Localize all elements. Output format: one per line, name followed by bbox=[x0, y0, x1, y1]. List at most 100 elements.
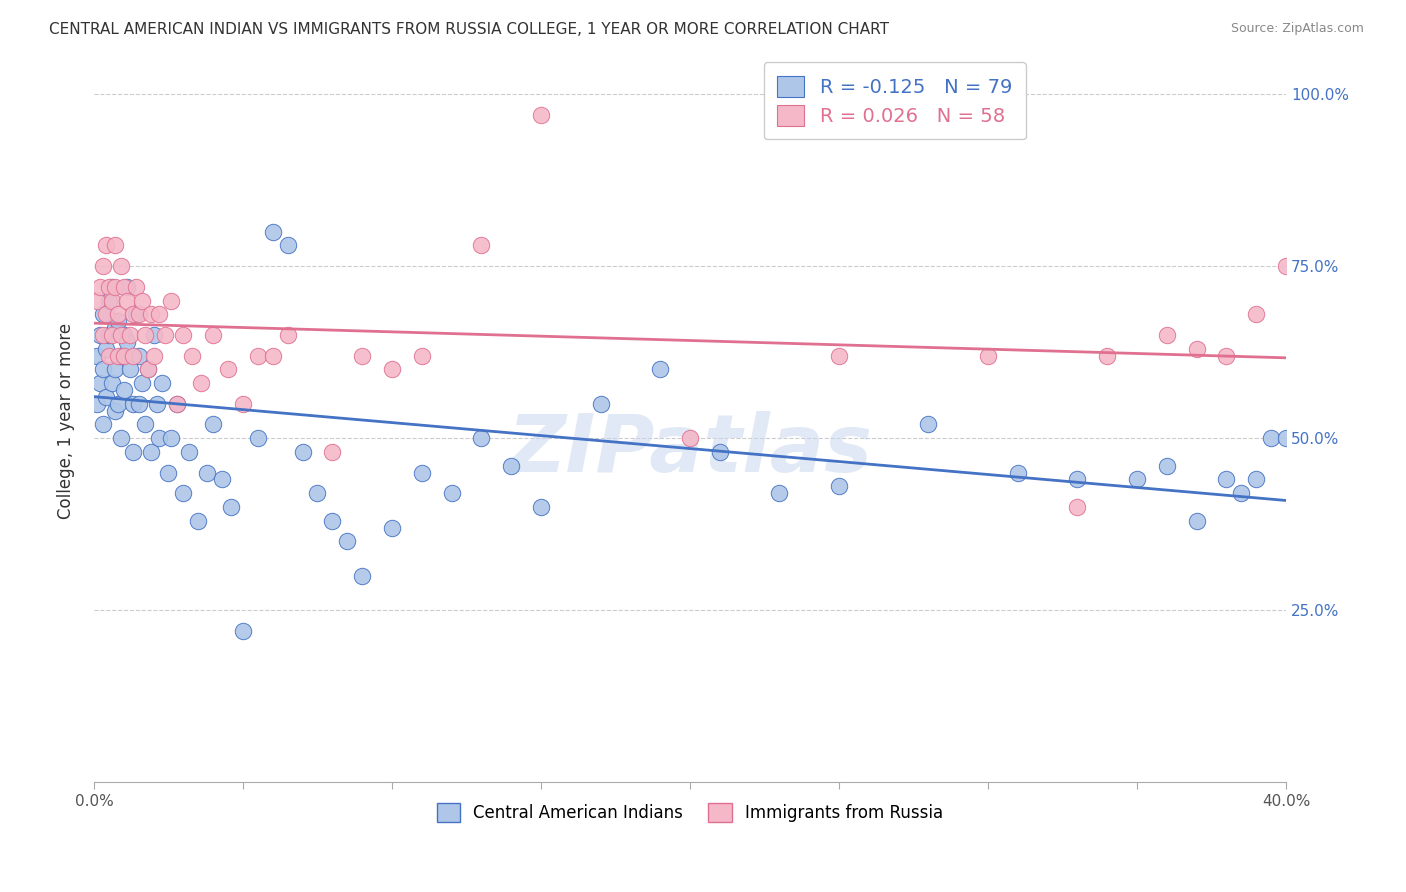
Point bbox=[89, 279, 111, 293]
Point bbox=[650, 362, 672, 376]
Point bbox=[104, 362, 127, 376]
Point bbox=[202, 417, 225, 432]
Point bbox=[1215, 473, 1237, 487]
Text: Source: ZipAtlas.com: Source: ZipAtlas.com bbox=[1230, 22, 1364, 36]
Point bbox=[246, 349, 269, 363]
Point bbox=[232, 397, 254, 411]
Point bbox=[97, 293, 120, 308]
Legend: Central American Indians, Immigrants from Russia: Central American Indians, Immigrants fro… bbox=[423, 790, 956, 836]
Point bbox=[89, 376, 111, 391]
Point bbox=[155, 327, 177, 342]
Point bbox=[352, 349, 374, 363]
Point bbox=[91, 362, 114, 376]
Point bbox=[307, 486, 329, 500]
Point bbox=[115, 334, 138, 349]
Point bbox=[112, 349, 135, 363]
Point bbox=[134, 327, 156, 342]
Point bbox=[1095, 349, 1118, 363]
Point bbox=[1215, 349, 1237, 363]
Point bbox=[195, 466, 218, 480]
Point bbox=[101, 376, 124, 391]
Point bbox=[104, 403, 127, 417]
Text: ZIPatlas: ZIPatlas bbox=[508, 411, 873, 489]
Point bbox=[104, 279, 127, 293]
Point bbox=[131, 376, 153, 391]
Point bbox=[112, 383, 135, 397]
Point bbox=[142, 349, 165, 363]
Text: CENTRAL AMERICAN INDIAN VS IMMIGRANTS FROM RUSSIA COLLEGE, 1 YEAR OR MORE CORREL: CENTRAL AMERICAN INDIAN VS IMMIGRANTS FR… bbox=[49, 22, 889, 37]
Point bbox=[89, 327, 111, 342]
Point bbox=[86, 293, 108, 308]
Point bbox=[91, 417, 114, 432]
Point bbox=[101, 279, 124, 293]
Point bbox=[91, 307, 114, 321]
Point bbox=[679, 431, 702, 445]
Point bbox=[142, 327, 165, 342]
Point bbox=[148, 431, 170, 445]
Point bbox=[166, 397, 188, 411]
Point bbox=[1066, 500, 1088, 514]
Point bbox=[202, 327, 225, 342]
Point bbox=[917, 417, 939, 432]
Point bbox=[136, 362, 159, 376]
Point bbox=[160, 431, 183, 445]
Point bbox=[136, 362, 159, 376]
Point bbox=[1156, 458, 1178, 473]
Point bbox=[589, 397, 612, 411]
Point bbox=[277, 327, 299, 342]
Point bbox=[530, 500, 553, 514]
Point bbox=[160, 293, 183, 308]
Point bbox=[110, 431, 132, 445]
Point bbox=[190, 376, 212, 391]
Point bbox=[91, 259, 114, 273]
Point bbox=[121, 397, 143, 411]
Point bbox=[219, 500, 242, 514]
Point bbox=[217, 362, 239, 376]
Point bbox=[1126, 473, 1149, 487]
Point bbox=[110, 327, 132, 342]
Point bbox=[139, 307, 162, 321]
Point bbox=[411, 466, 433, 480]
Point bbox=[828, 349, 851, 363]
Point bbox=[381, 362, 404, 376]
Point bbox=[121, 445, 143, 459]
Point bbox=[118, 362, 141, 376]
Point bbox=[104, 321, 127, 335]
Point bbox=[107, 397, 129, 411]
Point bbox=[94, 307, 117, 321]
Point bbox=[112, 279, 135, 293]
Point bbox=[172, 486, 194, 500]
Point bbox=[232, 624, 254, 638]
Point bbox=[501, 458, 523, 473]
Point bbox=[94, 342, 117, 356]
Point bbox=[211, 473, 233, 487]
Point bbox=[1275, 431, 1298, 445]
Point bbox=[94, 238, 117, 252]
Point bbox=[110, 349, 132, 363]
Point bbox=[709, 445, 731, 459]
Point bbox=[128, 307, 150, 321]
Y-axis label: College, 1 year or more: College, 1 year or more bbox=[58, 323, 75, 519]
Point bbox=[262, 349, 284, 363]
Point bbox=[246, 431, 269, 445]
Point bbox=[121, 307, 143, 321]
Point bbox=[112, 327, 135, 342]
Point bbox=[86, 397, 108, 411]
Point bbox=[1244, 473, 1267, 487]
Point bbox=[101, 327, 124, 342]
Point bbox=[152, 376, 174, 391]
Point bbox=[1244, 307, 1267, 321]
Point bbox=[101, 293, 124, 308]
Point bbox=[97, 279, 120, 293]
Point bbox=[470, 431, 492, 445]
Point bbox=[768, 486, 790, 500]
Point bbox=[187, 514, 209, 528]
Point bbox=[166, 397, 188, 411]
Point bbox=[352, 569, 374, 583]
Point bbox=[97, 349, 120, 363]
Point bbox=[124, 307, 146, 321]
Point bbox=[977, 349, 1000, 363]
Point bbox=[97, 327, 120, 342]
Point bbox=[104, 238, 127, 252]
Point bbox=[1185, 514, 1208, 528]
